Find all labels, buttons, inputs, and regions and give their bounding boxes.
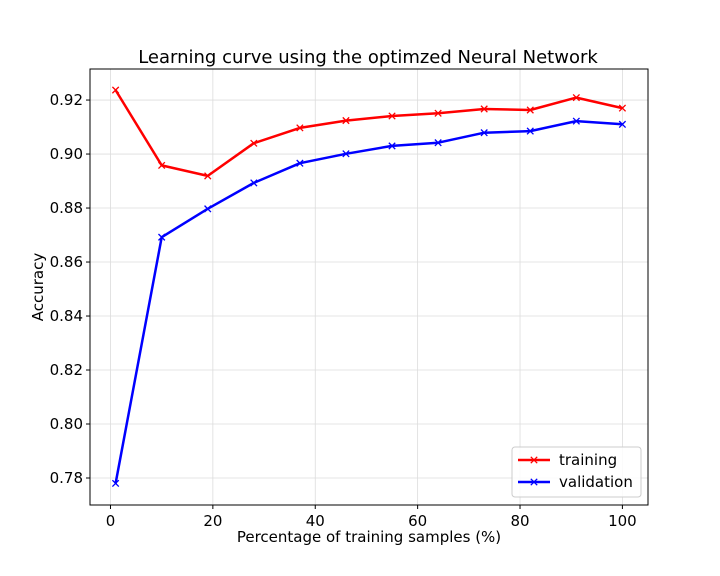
marker-stroke: [530, 478, 538, 486]
validation-point: [388, 142, 396, 150]
x-tick-label: 0: [106, 512, 116, 530]
training-point: [434, 109, 442, 117]
y-tick-label: 0.90: [50, 145, 83, 163]
training-point: [572, 93, 580, 102]
marker-stroke: [204, 205, 212, 213]
marker-stroke: [111, 479, 120, 488]
marker-stroke: [526, 127, 534, 135]
marker-stroke: [111, 86, 120, 94]
marker-stroke: [388, 112, 396, 120]
validation-point: [526, 127, 534, 135]
validation-point: [618, 120, 627, 129]
marker-stroke: [434, 109, 442, 117]
legend-label-validation: validation: [559, 473, 633, 491]
training-point: [111, 86, 120, 94]
training-point: [618, 104, 627, 112]
y-tick-label: 0.80: [50, 415, 83, 433]
marker-stroke: [296, 124, 304, 132]
training-point: [296, 124, 304, 132]
x-tick-label: 20: [203, 512, 222, 530]
marker-stroke: [480, 105, 488, 113]
marker-stroke: [158, 233, 166, 241]
x-axis-label: Percentage of training samples (%): [237, 528, 501, 546]
legend-marker-validation: [530, 478, 538, 486]
plot-frame: [89, 68, 649, 506]
y-tick-label: 0.88: [50, 199, 83, 217]
marker-stroke: [158, 161, 166, 170]
validation-point: [204, 205, 212, 213]
validation-point: [572, 117, 580, 125]
marker-stroke: [250, 139, 258, 147]
y-tick-label: 0.82: [50, 361, 83, 379]
chart-title: Learning curve using the optimzed Neural…: [138, 47, 598, 68]
marker-stroke: [204, 172, 212, 180]
marker-stroke: [572, 93, 580, 102]
training-point: [526, 106, 534, 114]
validation-point: [480, 129, 488, 137]
marker-stroke: [388, 142, 396, 150]
marker-stroke: [480, 129, 488, 137]
training-point: [158, 161, 166, 170]
marker-stroke: [618, 104, 627, 112]
training-point: [250, 139, 258, 147]
training-point: [480, 105, 488, 113]
legend: training validation: [511, 446, 642, 498]
grid: [90, 69, 648, 505]
y-tick-label: 0.84: [50, 307, 83, 325]
marker-stroke: [530, 456, 538, 464]
marker-stroke: [572, 117, 580, 125]
x-tick-label: 60: [408, 512, 427, 530]
marker-stroke: [296, 159, 304, 167]
legend-marker-training: [530, 456, 538, 464]
marker-stroke: [250, 179, 258, 187]
marker-stroke: [342, 150, 350, 158]
marker-stroke: [434, 139, 442, 147]
x-tick-label: 80: [510, 512, 529, 530]
training-point: [388, 112, 396, 120]
training-point: [204, 172, 212, 180]
y-tick-label: 0.78: [50, 469, 83, 487]
marker-stroke: [618, 120, 627, 129]
x-tick-label: 100: [608, 512, 637, 530]
validation-point: [111, 479, 120, 488]
validation-point: [434, 139, 442, 147]
series-layer: [111, 86, 627, 488]
marker-stroke: [526, 106, 534, 114]
marker-stroke: [342, 116, 350, 125]
validation-point: [342, 150, 350, 158]
x-tick-label: 40: [306, 512, 325, 530]
validation-point: [296, 159, 304, 167]
training-line: [114, 89, 623, 178]
validation-point: [250, 179, 258, 187]
validation-line: [114, 119, 623, 484]
training-point: [342, 116, 350, 125]
validation-point: [158, 233, 166, 241]
ticks: 0 20 40 60 80 100 0.78 0.80 0.82 0.84 0.86 0.88 0.90…: [50, 91, 637, 530]
y-tick-label: 0.92: [50, 91, 83, 109]
legend-label-training: training: [559, 451, 617, 469]
y-axis-label: Accuracy: [29, 253, 47, 322]
y-tick-label: 0.86: [50, 253, 83, 271]
